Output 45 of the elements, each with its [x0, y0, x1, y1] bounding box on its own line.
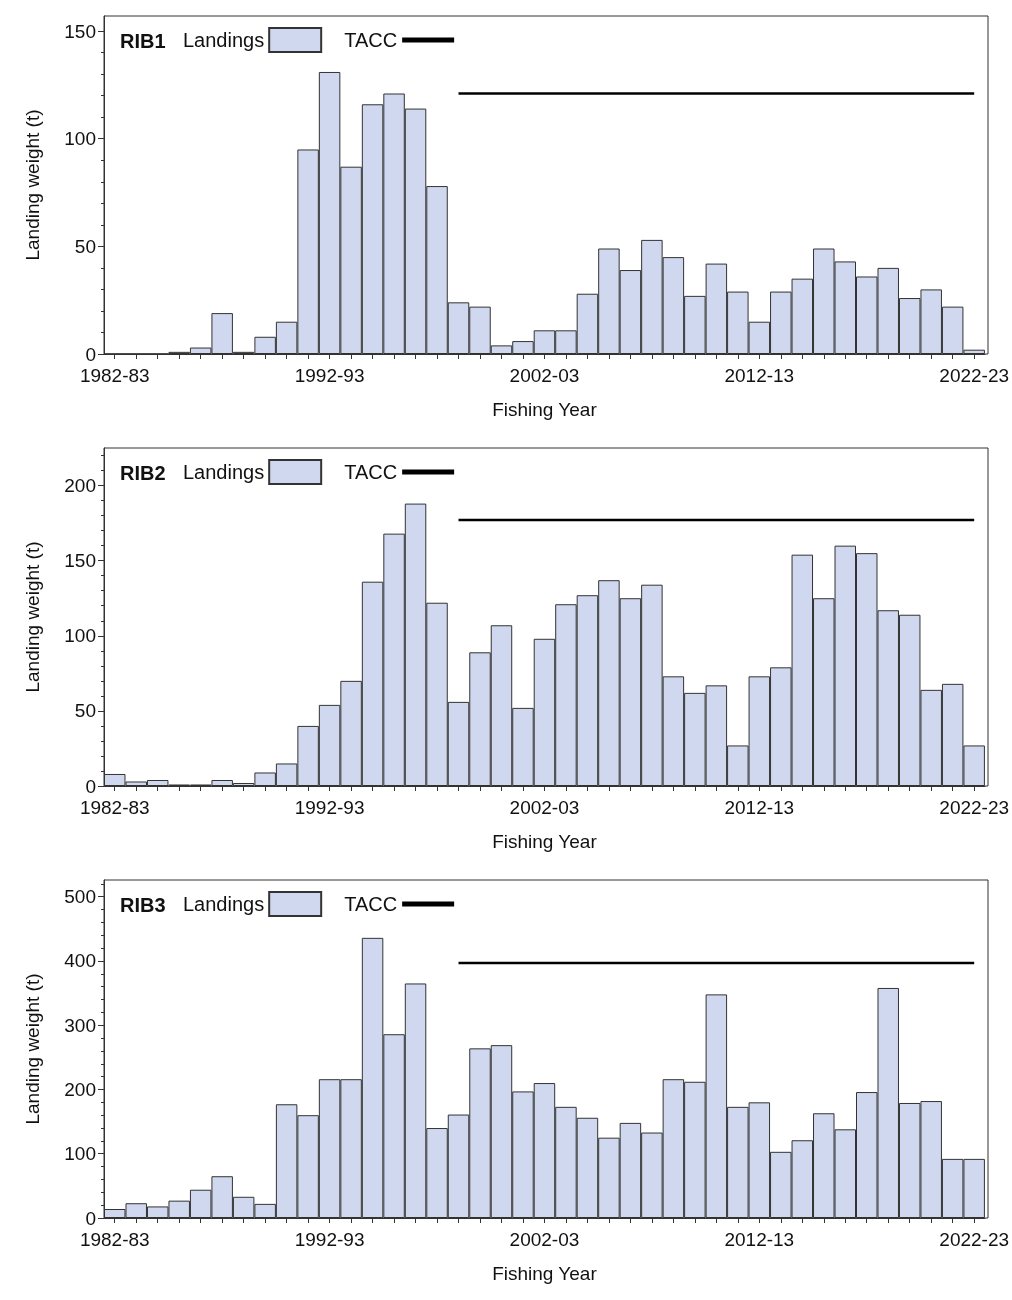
x-tick-label: 2002-03	[509, 365, 580, 386]
y-tick-label: 150	[64, 550, 96, 572]
legend-label: Landings	[182, 893, 265, 915]
text: RIB3	[120, 894, 166, 916]
x-tick-label: 2012-13	[724, 365, 795, 386]
legend-label: TACC	[344, 893, 398, 915]
y-tick-label: 100	[64, 128, 96, 150]
x-tick-label: 1992-93	[294, 1229, 365, 1250]
y-tick-label: 0	[85, 1207, 96, 1229]
y-tick-label: 400	[64, 950, 96, 972]
x-axis-title: Fishing Year	[492, 1263, 598, 1284]
x-tick-label: 2002-03	[509, 1229, 580, 1250]
x-axis-title: Fishing Year	[492, 831, 598, 852]
legend-label: Landings	[182, 29, 265, 51]
x-axis-title: Fishing Year	[492, 399, 598, 420]
x-tick-label: 2022-23	[939, 1229, 1010, 1250]
x-tick-label: 1992-93	[294, 365, 365, 386]
x-tick-label: 2012-13	[724, 1229, 795, 1250]
x-tick-label: 2022-23	[939, 797, 1010, 818]
y-axis-title: Landing weight (t)	[22, 109, 43, 261]
y-tick-label: 50	[74, 235, 96, 257]
legend-label: Landings	[182, 461, 265, 483]
y-tick-label: 100	[64, 625, 96, 647]
x-tick-label: 1982-83	[79, 365, 150, 386]
y-tick-label: 200	[64, 1078, 96, 1100]
y-tick-label: 300	[64, 1014, 96, 1036]
y-tick-label: 200	[64, 475, 96, 497]
x-tick-label: 1982-83	[79, 1229, 150, 1250]
x-tick-label: 1992-93	[294, 797, 365, 818]
y-axis-title: Landing weight (t)	[22, 541, 43, 693]
y-tick-label: 0	[85, 343, 96, 365]
y-tick-label: 50	[74, 700, 96, 722]
legend-label: TACC	[344, 461, 398, 483]
y-axis-title: Landing weight (t)	[22, 973, 43, 1125]
y-tick-label: 500	[64, 886, 96, 908]
text: RIB1	[120, 30, 166, 52]
x-tick-label: 2002-03	[509, 797, 580, 818]
y-tick-label: 100	[64, 1143, 96, 1165]
x-tick-label: 1982-83	[79, 797, 150, 818]
x-tick-label: 2022-23	[939, 365, 1010, 386]
y-tick-label: 0	[85, 775, 96, 797]
legend-label: TACC	[344, 29, 398, 51]
text: RIB2	[120, 462, 166, 484]
x-tick-label: 2012-13	[724, 797, 795, 818]
y-tick-label: 150	[64, 20, 96, 42]
